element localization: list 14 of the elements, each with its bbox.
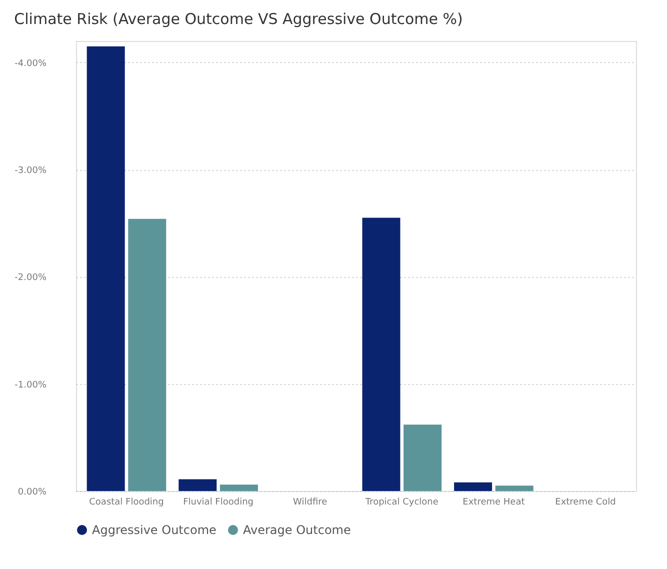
x-tick-label: Fluvial Flooding	[183, 498, 254, 508]
y-tick-label: 0.00%	[18, 488, 47, 498]
chart-title: Climate Risk (Average Outcome VS Aggressive Outcome %)	[14, 10, 463, 28]
x-tick-label: Extreme Heat	[462, 498, 526, 508]
legend-label: Average Outcome	[243, 523, 351, 537]
y-tick-label: -2.00%	[14, 273, 47, 284]
y-tick-label: -4.00%	[14, 58, 47, 69]
y-tick-label: -1.00%	[14, 380, 47, 390]
y-tick-label: -3.00%	[14, 166, 47, 176]
x-tick-label: Coastal Flooding	[89, 498, 164, 508]
legend-label: Aggressive Outcome	[92, 523, 216, 537]
x-tick-label: Tropical Cyclone	[364, 498, 439, 508]
x-tick-label: Extreme Cold	[555, 498, 616, 508]
x-tick-label: Wildfire	[293, 498, 328, 508]
